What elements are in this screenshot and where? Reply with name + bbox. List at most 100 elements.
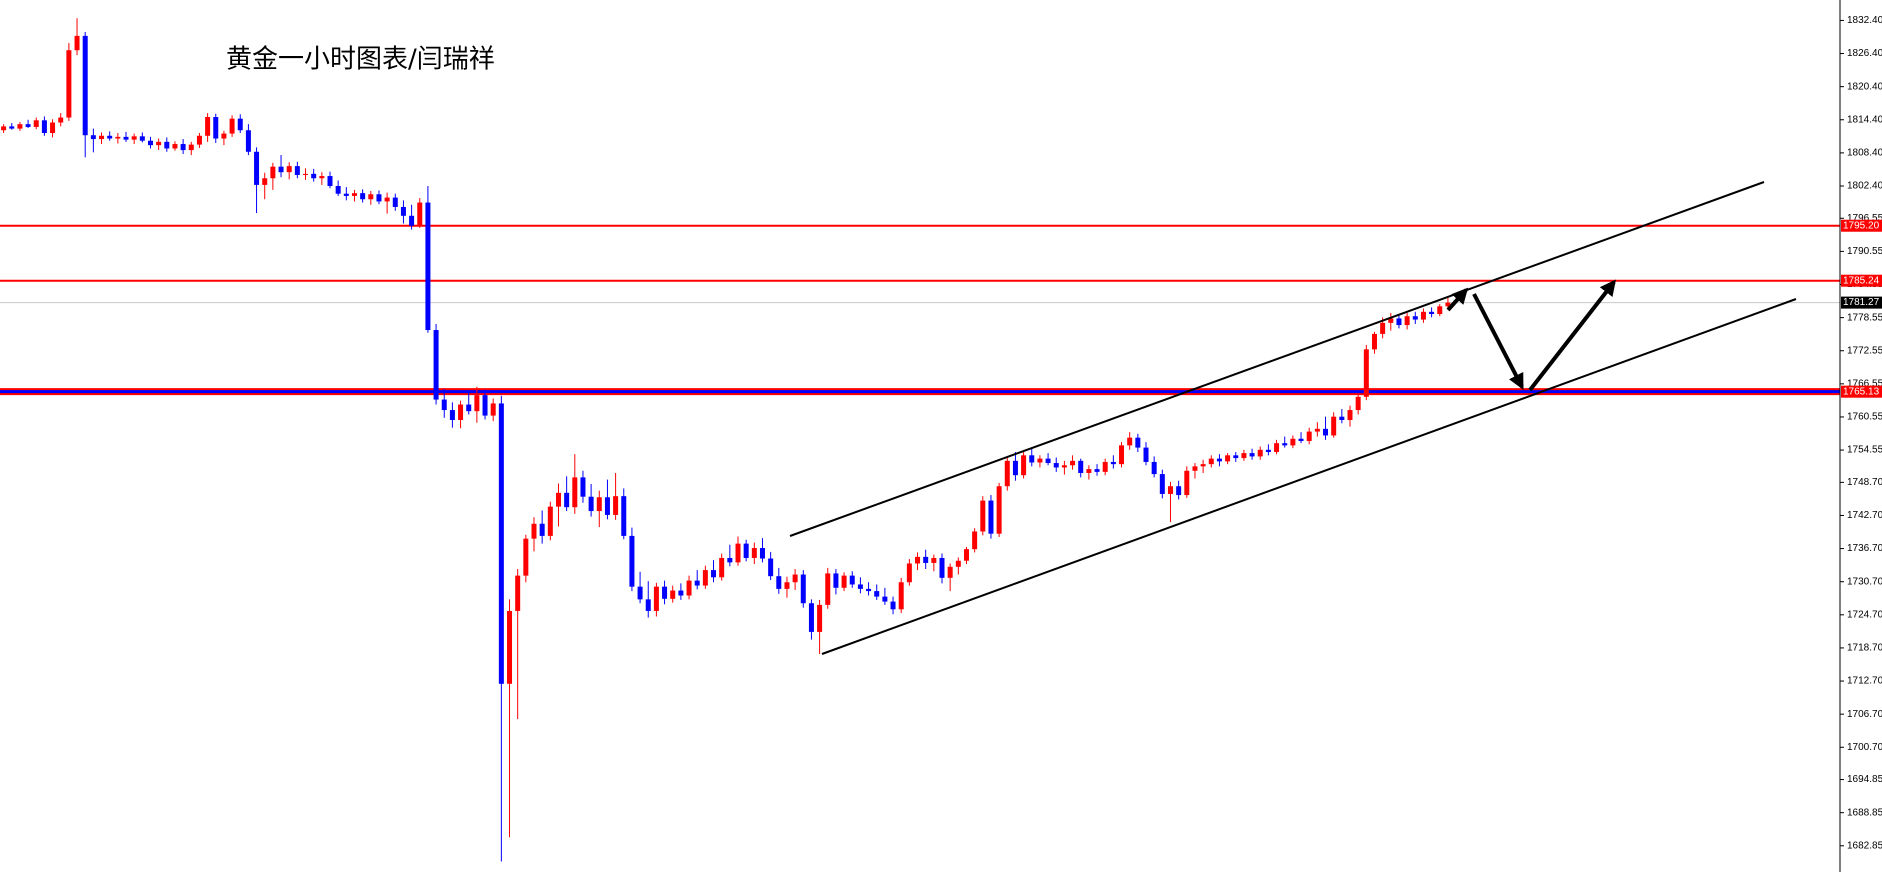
candle-body bbox=[343, 193, 349, 196]
candle-body bbox=[841, 575, 847, 588]
arrow bbox=[1528, 279, 1616, 392]
arrow bbox=[1446, 287, 1469, 312]
candle-body bbox=[99, 135, 105, 140]
candle-body bbox=[245, 130, 251, 152]
y-tick-label: 1772.55 bbox=[1847, 345, 1882, 356]
candle-body bbox=[507, 610, 513, 684]
candle-body bbox=[58, 117, 64, 123]
candle-body bbox=[164, 141, 170, 149]
trend-lines bbox=[789, 181, 1797, 655]
candle-body bbox=[768, 558, 774, 577]
candle-body bbox=[172, 144, 178, 149]
level-label: 1785.24 bbox=[1843, 275, 1880, 286]
y-tick-label: 1766.55 bbox=[1847, 378, 1882, 389]
candle-body bbox=[90, 135, 96, 140]
candle-body bbox=[784, 582, 790, 589]
candle-body bbox=[686, 580, 692, 596]
candle-body bbox=[1420, 311, 1426, 320]
candle-body bbox=[1045, 458, 1051, 464]
candle-body bbox=[963, 549, 969, 561]
candle-body bbox=[1331, 416, 1337, 436]
candle-body bbox=[82, 35, 88, 136]
candle-body bbox=[33, 120, 39, 127]
y-tick-label: 1790.55 bbox=[1847, 246, 1882, 257]
candle-body bbox=[645, 599, 651, 611]
y-tick-label: 1832.40 bbox=[1847, 15, 1882, 26]
candle-body bbox=[107, 135, 113, 139]
candle-body bbox=[303, 173, 309, 175]
channel-upper bbox=[789, 181, 1765, 537]
candle-body bbox=[857, 584, 863, 589]
y-tick-label: 1778.55 bbox=[1847, 312, 1882, 323]
candle-body bbox=[866, 588, 872, 592]
candle-body bbox=[735, 543, 741, 563]
candle-body bbox=[629, 535, 635, 587]
candles bbox=[1, 18, 1451, 862]
candle-body bbox=[262, 178, 268, 185]
y-tick-label: 1826.40 bbox=[1847, 48, 1882, 59]
candle-body bbox=[1127, 437, 1133, 446]
candle-body bbox=[711, 570, 717, 578]
candle-body bbox=[702, 570, 708, 586]
candle-body bbox=[1110, 461, 1116, 465]
y-tick-label: 1706.70 bbox=[1847, 709, 1882, 720]
candle-body bbox=[482, 395, 488, 416]
y-tick-label: 1760.55 bbox=[1847, 412, 1882, 423]
candle-body bbox=[41, 120, 47, 134]
candle-body bbox=[547, 506, 553, 536]
candle-body bbox=[131, 136, 137, 140]
candle-body bbox=[1355, 396, 1361, 411]
y-tick-label: 1808.40 bbox=[1847, 148, 1882, 159]
candle-body bbox=[555, 492, 561, 507]
candle-body bbox=[1314, 428, 1320, 432]
candle-body bbox=[898, 582, 904, 610]
candle-body bbox=[1388, 318, 1394, 323]
candle-body bbox=[1167, 486, 1173, 494]
candle-body bbox=[931, 557, 937, 563]
candle-body bbox=[564, 492, 570, 508]
y-tick-label: 1730.70 bbox=[1847, 576, 1882, 587]
candle-body bbox=[670, 590, 676, 599]
candle-body bbox=[1257, 449, 1263, 457]
candle-body bbox=[1135, 437, 1141, 448]
candle-body bbox=[425, 202, 431, 331]
candle-body bbox=[1102, 461, 1108, 472]
candle-body bbox=[188, 144, 194, 151]
candle-body bbox=[294, 166, 300, 175]
candle-body bbox=[604, 497, 610, 515]
candle-body bbox=[1290, 438, 1296, 446]
candle-body bbox=[1, 126, 7, 131]
y-tick-label: 1802.40 bbox=[1847, 181, 1882, 192]
level-label-box bbox=[1841, 219, 1882, 232]
candle-body bbox=[17, 124, 23, 129]
candle-body bbox=[1159, 474, 1165, 494]
candle-body bbox=[270, 166, 276, 179]
candle-body bbox=[115, 136, 121, 139]
levels bbox=[0, 224, 1840, 396]
level-label: 1781.27 bbox=[1843, 297, 1880, 308]
candle-body bbox=[9, 126, 15, 129]
candle-body bbox=[817, 604, 823, 632]
candle-body bbox=[980, 500, 986, 532]
candle-body bbox=[637, 586, 643, 600]
arrow bbox=[1472, 293, 1524, 390]
candle-body bbox=[1119, 445, 1125, 465]
candle-body bbox=[1225, 455, 1231, 462]
candle-body bbox=[1021, 455, 1027, 476]
candle-body bbox=[278, 166, 284, 173]
candle-body bbox=[498, 403, 504, 684]
candle-body bbox=[286, 166, 292, 173]
y-tick-label: 1736.70 bbox=[1847, 543, 1882, 554]
y-tick-label: 1796.55 bbox=[1847, 213, 1882, 224]
candle-body bbox=[1347, 410, 1353, 420]
y-tick-label: 1748.70 bbox=[1847, 477, 1882, 488]
candle-body bbox=[376, 194, 382, 202]
candle-body bbox=[205, 117, 211, 136]
candle-body bbox=[1445, 302, 1451, 307]
candle-body bbox=[833, 573, 839, 588]
y-tick-label: 1742.70 bbox=[1847, 510, 1882, 521]
y-tick-label: 1754.55 bbox=[1847, 445, 1882, 456]
candle-body bbox=[955, 560, 961, 567]
candle-body bbox=[458, 404, 464, 420]
